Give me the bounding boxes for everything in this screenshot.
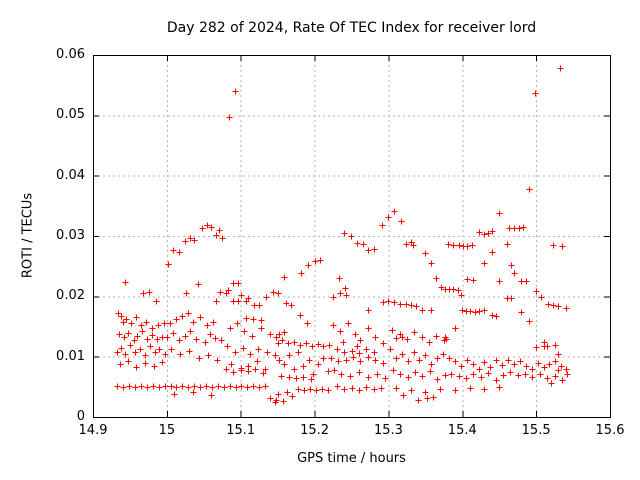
plot-border [93,55,611,418]
x-tick-label: 15.2 [300,423,330,438]
x-tick-label: 15.1 [226,423,256,438]
y-tick-label: 0.05 [56,107,85,123]
x-tick-label: 15.6 [595,423,625,438]
x-tick-label: 15 [158,423,176,438]
y-tick-label: 0.06 [56,47,85,62]
chart-title: Day 282 of 2024, Rate Of TEC Index for r… [166,20,537,36]
x-tick-label: 14.9 [78,423,108,438]
x-axis-title: GPS time / hours [297,451,406,466]
y-tick-label: 0.02 [56,288,85,304]
x-tick-label: 15.3 [373,423,403,438]
grid-lines [93,55,610,417]
x-tick-label: 15.4 [447,423,477,438]
y-tick-label: 0.04 [56,167,85,183]
y-tick-label: 0.01 [56,348,85,364]
y-tick-label: 0 [76,409,85,424]
x-tick-label: 15.5 [521,423,551,438]
scatter-points [114,65,571,406]
y-tick-label: 0.03 [56,228,85,243]
